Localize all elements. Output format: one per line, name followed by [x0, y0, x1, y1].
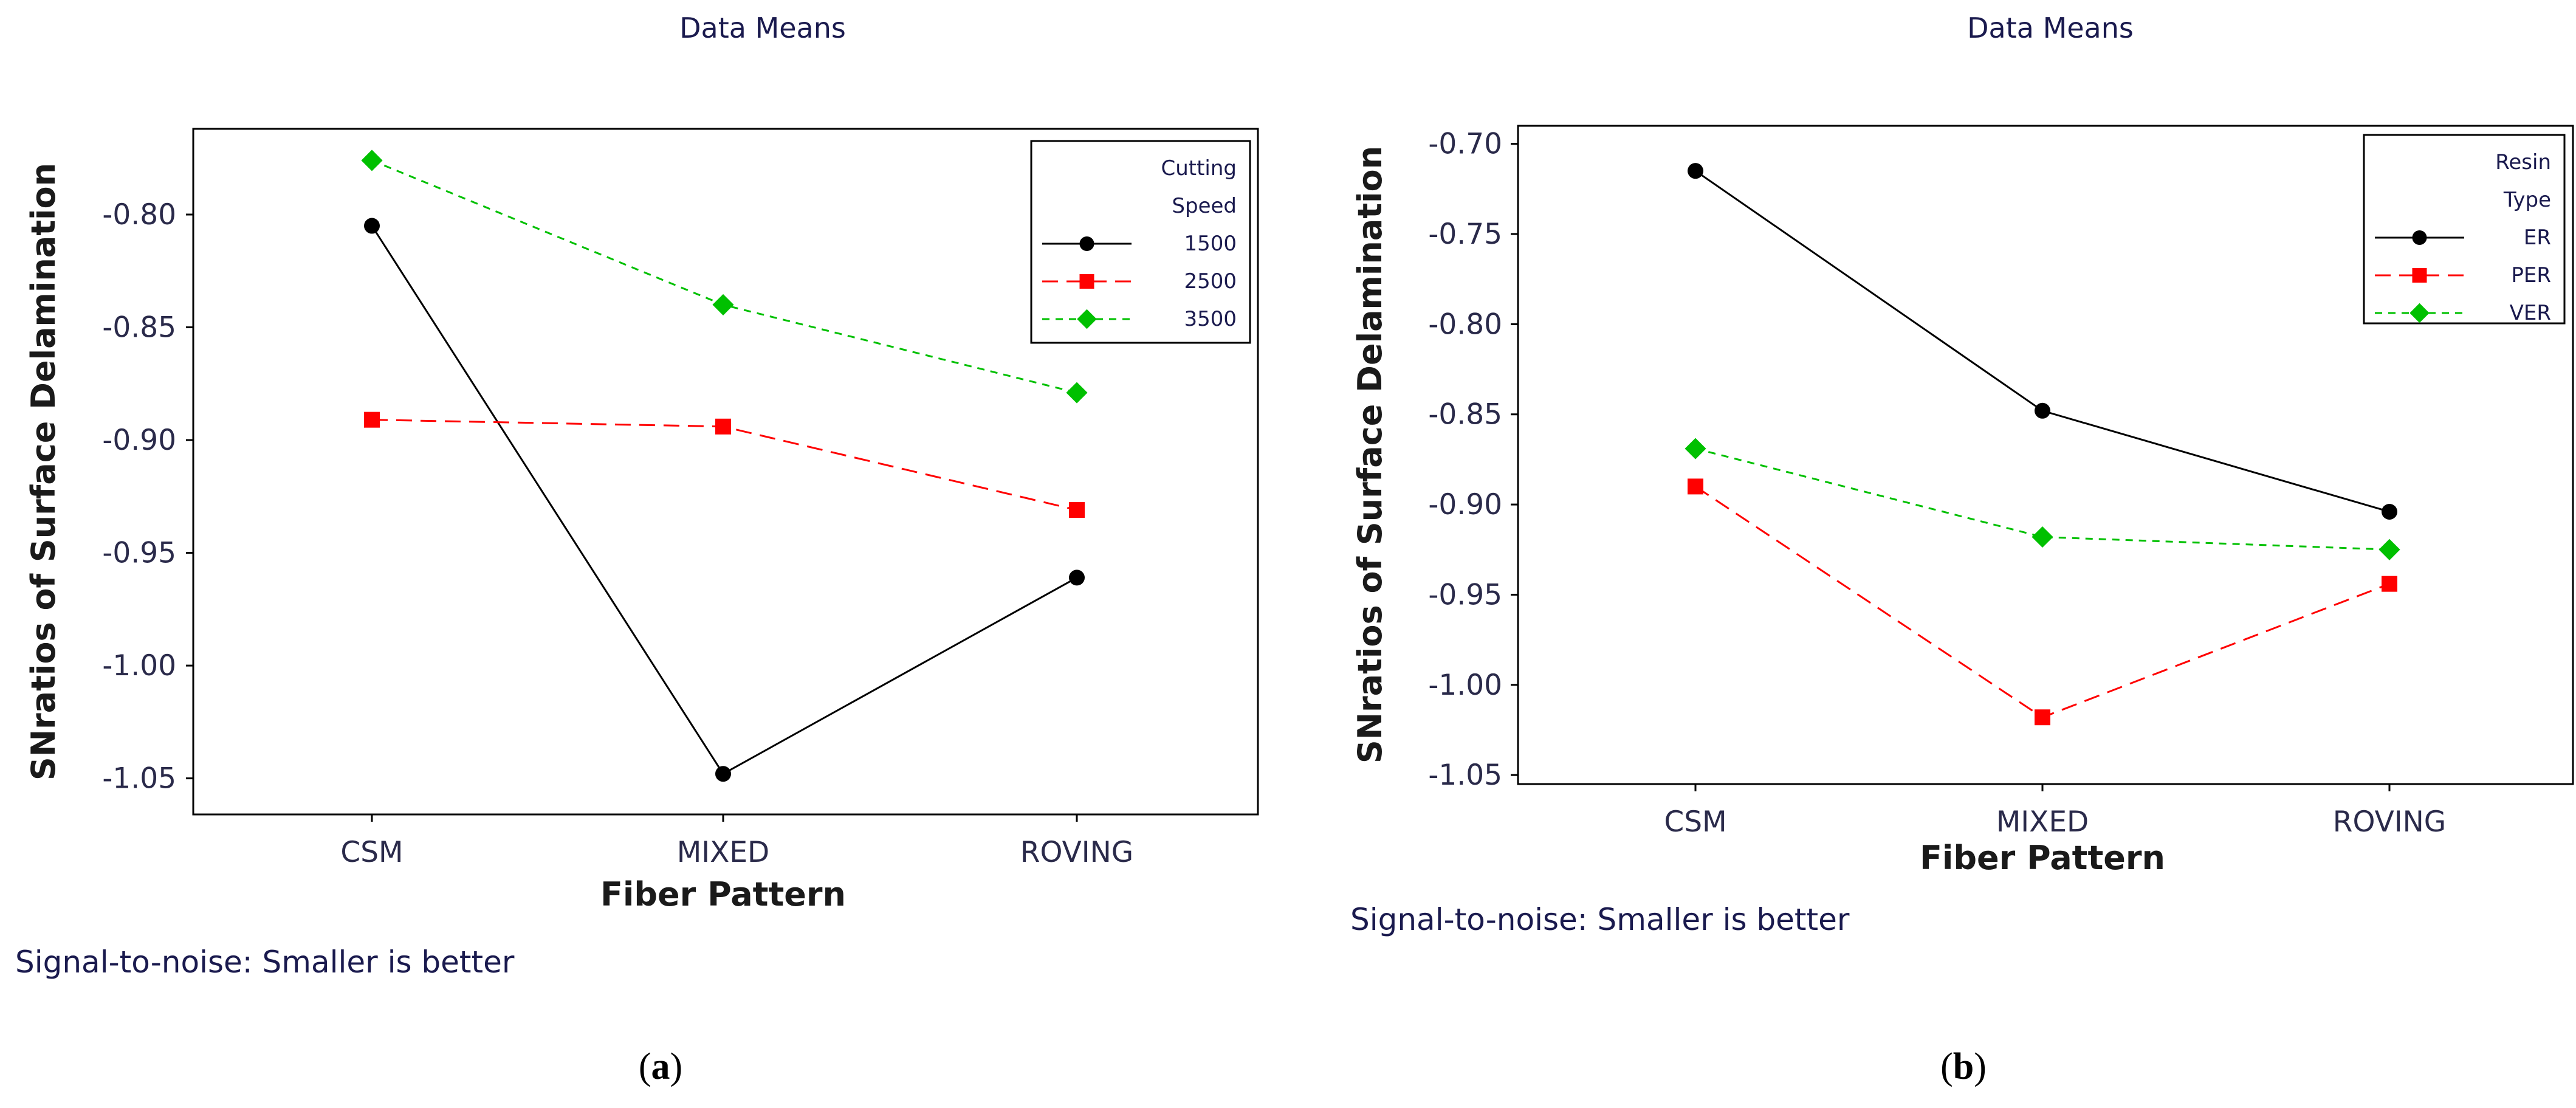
signal-to-noise-note: Signal-to-noise: Smaller is better — [15, 945, 515, 980]
series-er — [1688, 163, 2397, 520]
data-point-csm — [364, 411, 380, 428]
y-tick-label: -0.80 — [102, 198, 176, 232]
y-tick-label: -1.05 — [102, 762, 176, 796]
legend-marker — [1079, 236, 1094, 251]
legend-label-2500: 2500 — [1184, 269, 1237, 294]
data-point-csm — [1688, 478, 1703, 495]
data-point-roving — [1069, 569, 1085, 586]
plot-frame — [1517, 125, 2574, 785]
legend-label-ver: VER — [2510, 301, 2551, 325]
y-tick-label: -0.95 — [1428, 578, 1502, 611]
y-tick-label: -0.85 — [1428, 398, 1502, 432]
legend-title: Resin — [2495, 150, 2551, 174]
data-point-mixed — [2035, 709, 2050, 726]
y-tick-label: -0.75 — [1428, 218, 1502, 251]
legend: Resin Type ER PER VER — [2363, 134, 2566, 325]
legend-marker — [1079, 274, 1094, 289]
legend-title: Type — [2503, 188, 2551, 212]
x-axis-label: Fiber Pattern — [1920, 839, 2165, 877]
figure-caption: (b) — [1940, 1046, 1987, 1087]
chart-title: Data Means — [1967, 12, 2134, 44]
figure-caption: (a) — [639, 1046, 682, 1087]
data-point-roving — [2379, 539, 2400, 560]
x-tick-label-csm: CSM — [340, 836, 403, 869]
data-point-roving — [1069, 502, 1085, 518]
series-3500 — [361, 150, 1088, 404]
x-tick-label-roving: ROVING — [1020, 836, 1133, 869]
legend-box — [1030, 140, 1251, 344]
data-point-csm — [364, 218, 380, 234]
series-line — [1695, 447, 2390, 551]
x-tick-label-roving: ROVING — [2333, 805, 2446, 839]
signal-to-noise-note: Signal-to-noise: Smaller is better — [1350, 902, 1850, 937]
data-point-roving — [1066, 382, 1088, 404]
y-axis-label: SNratios of Surface Delamination — [1351, 146, 1389, 763]
legend-marker — [2409, 303, 2430, 323]
data-point-mixed — [715, 766, 731, 782]
series-ver — [1685, 438, 2400, 560]
legend-marker — [1077, 309, 1097, 329]
series-per — [1688, 478, 2397, 726]
data-point-mixed — [712, 294, 734, 315]
data-point-mixed — [2035, 402, 2050, 419]
y-axis-label: SNratios of Surface Delamination — [24, 163, 63, 780]
y-tick-label: -0.90 — [1428, 488, 1502, 521]
legend: Cutting Speed 1500 2500 3500 — [1030, 140, 1251, 344]
y-tick-label: -0.90 — [102, 424, 176, 457]
chart-panel-b: Data Means -0.70 -0.75 -0.80 -0.85 -0.90 -0.95… — [1350, 12, 2574, 1087]
y-tick-label: -0.80 — [1428, 308, 1502, 341]
series-1500 — [364, 218, 1085, 782]
legend-marker — [2412, 230, 2427, 245]
data-point-mixed — [715, 418, 731, 435]
data-point-csm — [1688, 163, 1703, 179]
series-line — [371, 159, 1077, 394]
plot-frame — [192, 128, 1259, 816]
legend-label-er: ER — [2524, 225, 2551, 250]
x-tick-label-csm: CSM — [1664, 805, 1726, 839]
legend-title: Speed — [1172, 194, 1237, 218]
y-tick-label: -0.85 — [102, 311, 176, 345]
y-tick-label: -1.05 — [1428, 759, 1502, 792]
legend-box — [2363, 134, 2566, 325]
legend-marker — [2412, 268, 2427, 283]
data-point-csm — [361, 150, 383, 171]
data-point-roving — [2382, 503, 2397, 520]
series-line — [1695, 486, 2390, 718]
legend-label-per: PER — [2511, 263, 2551, 287]
x-axis-label: Fiber Pattern — [600, 875, 846, 914]
series-2500 — [364, 411, 1085, 518]
y-tick-label: -0.95 — [102, 537, 176, 570]
y-tick-label: -1.00 — [1428, 669, 1502, 702]
x-tick-label-mixed: MIXED — [1996, 805, 2089, 839]
y-tick-label: -0.70 — [1428, 128, 1502, 161]
y-tick-label: -1.00 — [102, 649, 176, 683]
series-line — [1695, 170, 2390, 513]
x-tick-label-mixed: MIXED — [677, 836, 770, 869]
data-point-mixed — [2032, 526, 2053, 548]
legend-label-1500: 1500 — [1184, 232, 1237, 256]
data-point-csm — [1685, 438, 1706, 459]
chart-panel-a: Data Means -0.80 -0.85 -0.90 -0.95 -1.00 -1.05… — [15, 12, 1259, 1087]
chart-title: Data Means — [679, 12, 846, 44]
legend-title: Cutting — [1161, 156, 1237, 181]
data-point-roving — [2382, 576, 2397, 592]
legend-label-3500: 3500 — [1184, 307, 1237, 331]
